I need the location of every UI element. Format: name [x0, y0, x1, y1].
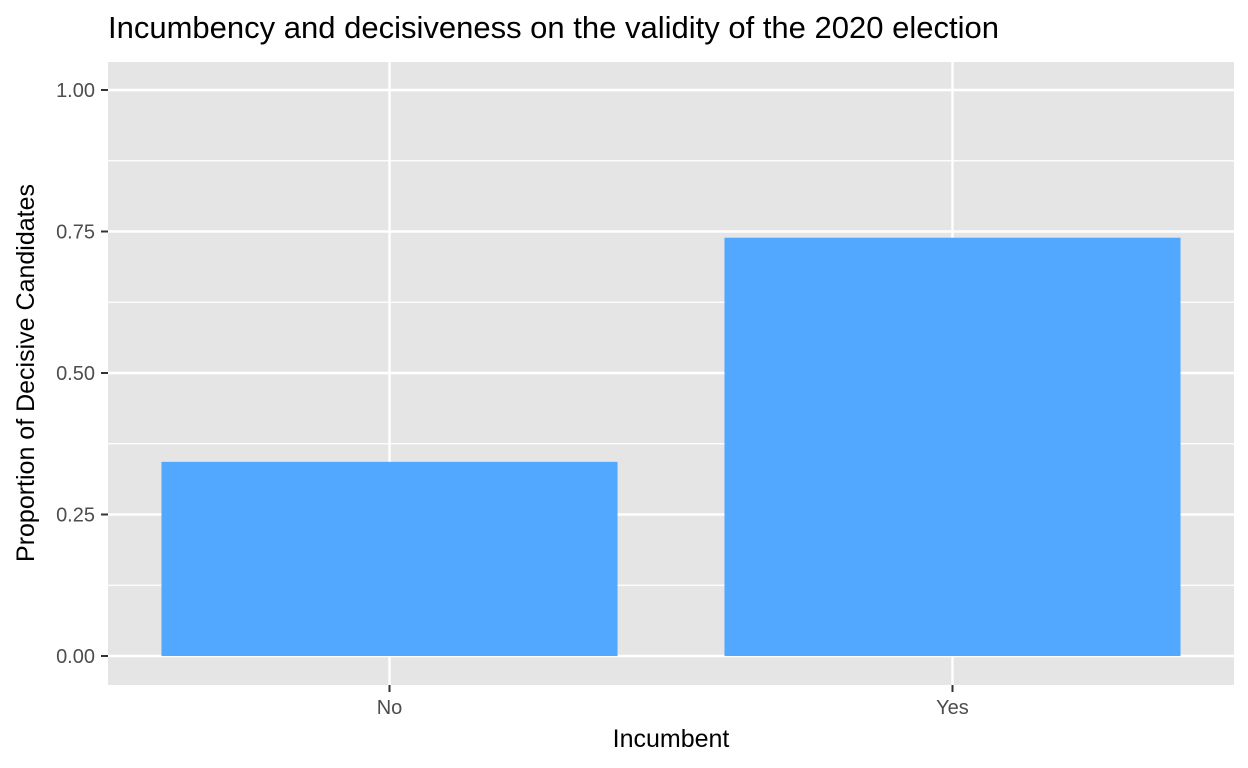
- y-axis: 0.00 0.25 0.50 0.75 1.00: [56, 80, 108, 668]
- bar-no: [161, 461, 618, 656]
- y-tick-label: 1.00: [56, 80, 95, 102]
- y-tick-label: 0.00: [56, 646, 95, 668]
- x-axis: No Yes: [377, 685, 969, 719]
- x-tick-label: Yes: [936, 697, 969, 719]
- y-tick-label: 0.25: [56, 505, 95, 527]
- y-axis-title: Proportion of Decisive Candidates: [12, 184, 40, 562]
- x-tick-label: No: [377, 697, 403, 719]
- bar-yes: [724, 237, 1181, 656]
- bars: [161, 237, 1181, 656]
- chart-title: Incumbency and decisiveness on the valid…: [108, 10, 999, 45]
- y-tick-label: 0.50: [56, 363, 95, 385]
- y-tick-label: 0.75: [56, 222, 95, 244]
- x-axis-title: Incumbent: [613, 725, 730, 753]
